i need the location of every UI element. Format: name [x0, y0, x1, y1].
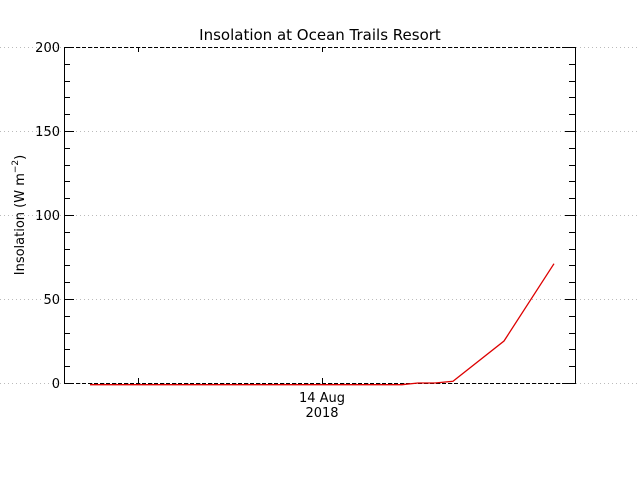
y-tick-label: 150 — [35, 125, 60, 140]
y-axis-ticks: 0 50 100 150 200 — [35, 41, 575, 392]
y-tick-label: 100 — [35, 209, 60, 224]
y-axis-label-text: Insolation (W m — [13, 173, 28, 275]
chart-title: Insolation at Ocean Trails Resort — [199, 26, 441, 44]
y-axis-label: Insolation (W m−2) — [11, 155, 28, 276]
y-axis-label-close: ) — [13, 155, 28, 160]
insolation-series-line — [90, 263, 555, 386]
gridlines — [0, 47, 640, 384]
y-tick-label: 0 — [52, 377, 60, 392]
y-tick-label: 200 — [35, 41, 60, 56]
x-axis-ticks — [138, 47, 323, 383]
x-tick-label-date: 14 Aug — [299, 391, 345, 406]
x-tick-label-year: 2018 — [305, 406, 338, 421]
y-tick-label: 50 — [43, 293, 60, 308]
y-axis-label-superscript: −2 — [11, 160, 21, 173]
